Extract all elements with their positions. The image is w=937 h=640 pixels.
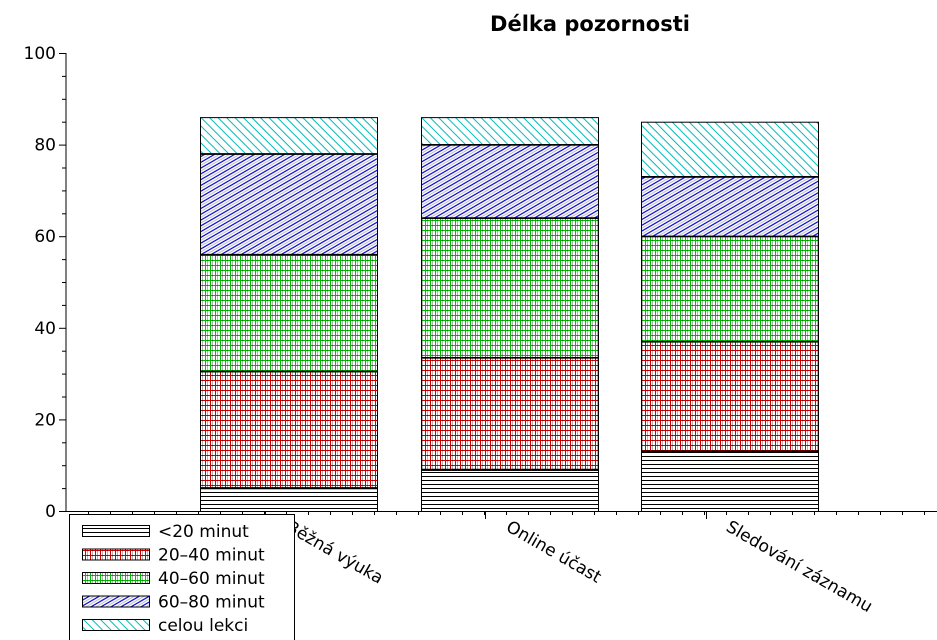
legend-label: celou lekci xyxy=(158,616,248,636)
y-tick-label: 80 xyxy=(34,136,56,156)
bar-segment xyxy=(641,176,819,238)
legend-label: 20–40 minut xyxy=(158,546,265,566)
x-category-label: Sledování záznamu xyxy=(723,517,876,617)
legend-swatch xyxy=(82,595,150,608)
bar-segment xyxy=(200,488,378,513)
bar-segment xyxy=(641,451,819,512)
chart-title: Délka pozornosti xyxy=(490,12,690,36)
x-category-label: Běžná výuka xyxy=(283,517,387,589)
bars xyxy=(200,117,819,513)
x-category-label: Online účast xyxy=(503,517,605,588)
y-tick-label: 0 xyxy=(45,502,56,522)
bar-segment xyxy=(421,217,599,359)
bar-segment xyxy=(200,117,378,155)
y-tick-label: 20 xyxy=(34,410,56,430)
legend-label: 40–60 minut xyxy=(158,569,265,589)
bar-segment xyxy=(200,153,378,256)
bar-segment xyxy=(641,341,819,453)
y-tick-label: 60 xyxy=(34,227,56,247)
bar-segment xyxy=(421,117,599,146)
legend-label: 60–80 minut xyxy=(158,593,265,613)
legend-label: <20 minut xyxy=(158,522,249,542)
bar-segment xyxy=(641,121,819,178)
bar-segment xyxy=(421,144,599,219)
legend-swatch xyxy=(82,548,150,561)
legend-swatch xyxy=(82,572,150,584)
bar-segment xyxy=(200,371,378,490)
bar-segment xyxy=(641,236,819,343)
category-labels: Běžná výuka Online účast Sledování záznamu xyxy=(283,517,876,617)
legend-swatch xyxy=(82,525,150,537)
bar-segment xyxy=(421,357,599,471)
y-tick-label: 40 xyxy=(34,319,56,339)
legend: <20 minut 20–40 minut 40–60 minut 60–80 min… xyxy=(69,514,295,640)
bar-segment xyxy=(421,469,599,512)
bar-segment xyxy=(200,254,378,373)
y-tick-label: 100 xyxy=(24,44,56,64)
legend-swatch xyxy=(82,619,150,631)
